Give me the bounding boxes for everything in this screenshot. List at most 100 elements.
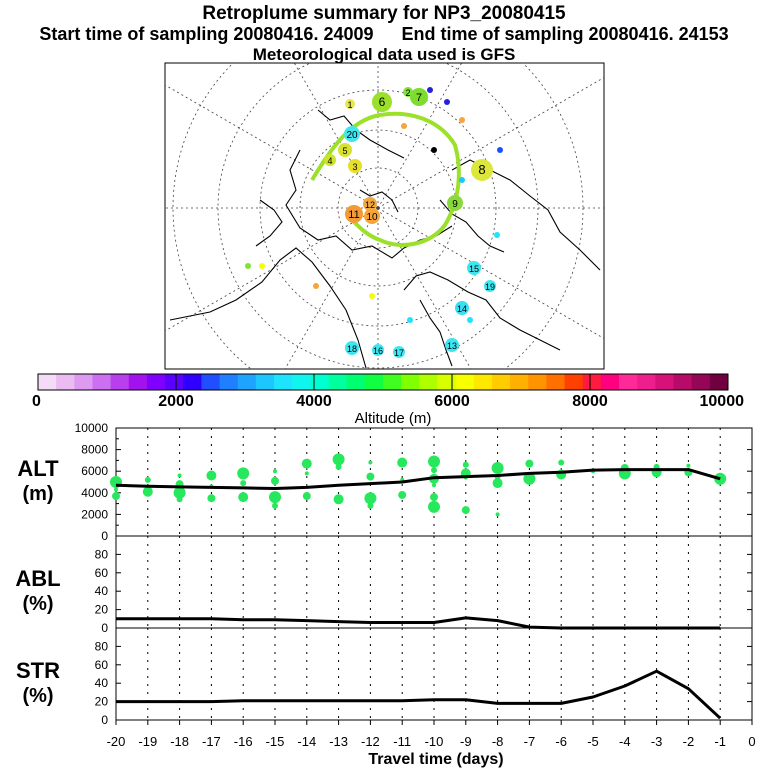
x-tick-label: -11 — [393, 734, 411, 749]
map-minor-point — [431, 147, 437, 153]
colorbar-swatch — [473, 374, 493, 390]
map-cluster-point — [324, 154, 336, 166]
x-tick-label: -3 — [651, 734, 663, 749]
map-cluster-label: 3 — [352, 162, 357, 172]
alt-scatter-point — [237, 467, 250, 480]
colorbar-tick-label: 4000 — [296, 393, 332, 410]
colorbar-swatch — [709, 374, 729, 390]
alt-scatter-point — [206, 470, 217, 481]
map-cluster-point — [345, 205, 363, 223]
alt-scatter-point — [177, 473, 182, 478]
map-cluster-label: 20 — [346, 130, 358, 141]
colorbar-swatch — [56, 374, 75, 390]
x-tick-label: -12 — [361, 734, 380, 749]
abl-ytick-label: 80 — [95, 547, 109, 561]
str-ytick-label: 60 — [95, 658, 109, 672]
colorbar-swatch — [74, 374, 93, 390]
abl-panel: 80 60 40 20 0 ABL(%) — [15, 535, 753, 635]
met-data-label: Meteorological data used is GFS — [252, 45, 516, 64]
abl-frame — [115, 535, 753, 629]
map-cluster-label: 10 — [366, 212, 378, 223]
map-minor-point — [494, 232, 500, 238]
x-tick-label: -4 — [619, 734, 631, 749]
alt-scatter-point — [304, 471, 309, 476]
alt-ytick-label: 4000 — [81, 486, 108, 500]
map-cluster-point — [372, 344, 384, 356]
alt-scatter-point — [112, 492, 120, 501]
map-minor-point — [459, 117, 465, 123]
alt-scatter-point — [491, 461, 504, 474]
map-cluster-point — [364, 208, 380, 224]
x-axis-label: Travel time (days) — [368, 751, 503, 768]
coastline — [359, 189, 399, 213]
meridian-line — [165, 207, 379, 332]
map-minor-point — [401, 123, 407, 129]
str-series-line — [116, 669, 722, 720]
colorbar-swatch — [128, 374, 148, 390]
alt-scatter-point — [525, 459, 534, 468]
abl-series-line — [116, 616, 721, 630]
map-cluster-label: 11 — [348, 209, 359, 221]
alt-series-line — [115, 468, 721, 490]
map-minor-point — [467, 317, 473, 323]
map-minor-point — [427, 87, 433, 93]
map-minor-point — [313, 283, 319, 289]
alt-scatter-point — [431, 467, 437, 474]
colorbar-swatch — [383, 374, 402, 390]
map-cluster-label: 19 — [485, 282, 495, 292]
alt-panel: 10000 8000 6000 4000 2000 0 ALT(m) — [17, 421, 753, 543]
alt-scatter-point — [301, 458, 312, 469]
colorbar-swatch — [255, 374, 275, 390]
end-time-label: End time of sampling 20080416. 24153 — [401, 24, 729, 44]
map-cluster-point — [338, 143, 352, 157]
colorbar-swatch — [346, 374, 366, 390]
map-cluster-point — [445, 338, 459, 352]
colorbar-swatch — [637, 374, 656, 390]
x-tick-label: -20 — [107, 734, 126, 749]
map-minor-point — [444, 99, 450, 105]
map-cluster-point — [393, 346, 405, 358]
map-minor-point — [245, 263, 251, 269]
map-minor-point — [459, 177, 465, 183]
colorbar-swatch — [364, 374, 384, 390]
alt-scatter-point — [367, 502, 374, 509]
colorbar-swatch — [274, 374, 293, 390]
alt-scatter-point — [686, 463, 691, 468]
sampling-times: Start time of sampling 20080416. 24009 En… — [0, 24, 768, 45]
x-tick-label: -16 — [234, 734, 253, 749]
alt-scatter-point — [176, 496, 183, 503]
colorbar-swatch — [691, 374, 711, 390]
x-tick-label: -7 — [524, 734, 536, 749]
colorbar-axis-label: Altitude (m) — [355, 410, 432, 427]
colorbar-tick-label: 2000 — [158, 393, 194, 410]
map-cluster-point — [372, 92, 392, 112]
alt-ytick-label: 10000 — [75, 421, 109, 435]
colorbar-tick-label: 10000 — [700, 393, 745, 410]
map-cluster-point — [403, 87, 413, 97]
colorbar-swatch — [201, 374, 221, 390]
colorbar-swatch — [528, 374, 547, 390]
str-ytick-label: 0 — [101, 713, 108, 727]
colorbar-swatch — [237, 374, 257, 390]
map-cluster-point — [345, 341, 359, 355]
str-ytick-label: 40 — [95, 676, 109, 690]
colorbar-swatch — [292, 374, 311, 390]
abl-ytick-label: 60 — [95, 566, 109, 580]
str-ytick-label: 20 — [95, 695, 109, 709]
alt-scatter-point — [333, 494, 344, 505]
alt-scatter-point — [523, 472, 536, 485]
map-cluster-label: 13 — [447, 341, 457, 351]
x-tick-label: -1 — [714, 734, 726, 749]
meridian-line — [284, 207, 379, 369]
x-tick-label: -19 — [138, 734, 157, 749]
alt-panel-label: ALT — [17, 456, 59, 481]
alt-scatter-point — [430, 493, 438, 502]
abl-ytick-label: 20 — [95, 603, 109, 617]
alt-scatter-point — [272, 502, 278, 509]
map-minor-point — [259, 263, 265, 269]
map-cluster-label: 9 — [452, 199, 458, 210]
alt-scatter-point — [368, 460, 373, 465]
alt-ytick-label: 8000 — [81, 443, 108, 457]
colorbar-swatch — [219, 374, 239, 390]
map-cluster-label: 12 — [365, 200, 375, 210]
